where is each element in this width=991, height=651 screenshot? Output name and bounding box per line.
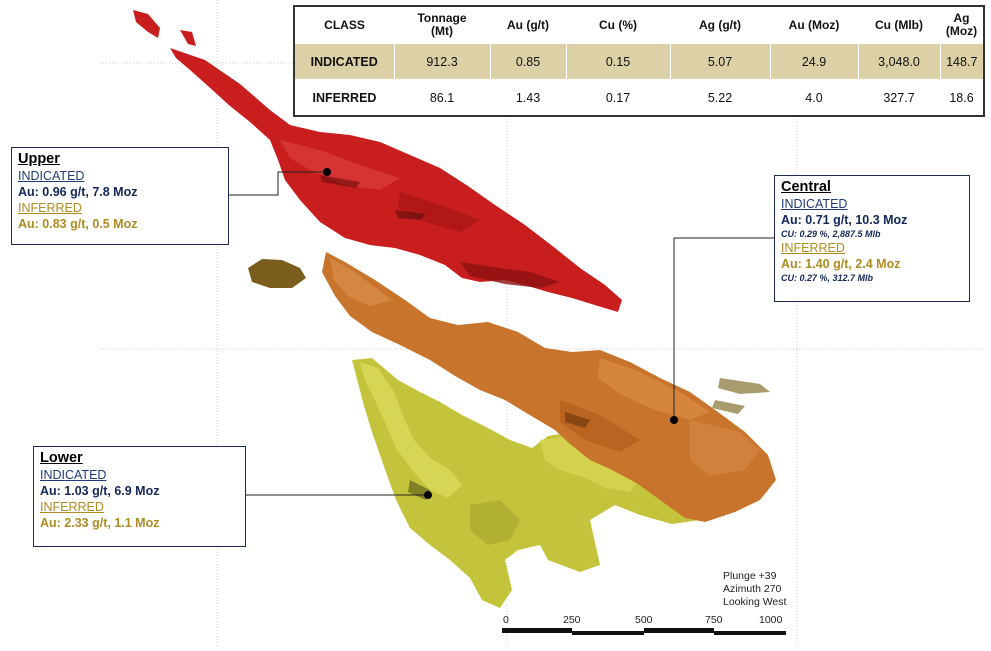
cell-au-gt: 1.43 xyxy=(515,90,541,105)
central-indicated-value: Au: 0.71 g/t, 10.3 Moz xyxy=(781,213,908,227)
upper-inferred-value: Au: 0.83 g/t, 0.5 Moz xyxy=(18,217,138,231)
col-ag-moz: Ag (Moz) xyxy=(945,11,978,38)
cell-cu-mlb: 3,048.0 xyxy=(858,43,941,80)
cell-cu-pct: 0.17 xyxy=(605,90,631,105)
central-indicated-label: INDICATED xyxy=(781,197,848,211)
col-au-moz: Au (Moz) xyxy=(788,17,840,32)
upper-zone-solid xyxy=(133,10,622,312)
lower-indicated-value: Au: 1.03 g/t, 6.9 Moz xyxy=(40,484,160,498)
lower-callout: Lower INDICATED Au: 1.03 g/t, 6.9 Moz IN… xyxy=(33,446,246,547)
central-inferred-label: INFERRED xyxy=(781,241,845,255)
lower-marker xyxy=(424,491,432,499)
cell-ag-gt: 5.22 xyxy=(707,90,733,105)
col-ag-gt: Ag (g/t) xyxy=(699,17,741,32)
cell-ag-moz: 148.7 xyxy=(940,43,985,80)
scale-tick-label: 500 xyxy=(635,614,653,626)
central-marker xyxy=(670,416,678,424)
central-indicated-cu: CU: 0.29 %, 2,887.5 Mlb xyxy=(781,229,881,239)
upper-indicated-label: INDICATED xyxy=(18,169,85,183)
cell-ag-moz: 18.6 xyxy=(949,90,974,105)
col-au-gt: Au (g/t) xyxy=(507,17,549,32)
cell-au-moz: 24.9 xyxy=(770,43,859,80)
central-callout: Central INDICATED Au: 0.71 g/t, 10.3 Moz… xyxy=(774,175,970,302)
table-header-row: CLASS Tonnage (Mt) Au (g/t) Cu (%) Ag (g… xyxy=(294,6,984,44)
lower-zone-name: Lower xyxy=(40,450,83,466)
cell-ag-gt: 5.07 xyxy=(670,43,771,80)
scale-tick-label: 750 xyxy=(705,614,723,626)
plunge-text: Plunge +39 xyxy=(723,570,777,582)
azimuth-text: Azimuth 270 xyxy=(723,583,782,595)
table-row: INFERRED 86.1 1.43 0.17 5.22 4.0 327.7 1… xyxy=(294,80,984,117)
upper-indicated-value: Au: 0.96 g/t, 7.8 Moz xyxy=(18,185,138,199)
col-tonnage-label: Tonnage (Mt) xyxy=(417,11,467,38)
upper-callout: Upper INDICATED Au: 0.96 g/t, 7.8 Moz IN… xyxy=(11,147,229,245)
view-orientation: Plunge +39 Azimuth 270 Looking West xyxy=(723,570,786,609)
col-tonnage: Tonnage (Mt) xyxy=(394,6,490,44)
table-row: INDICATED 912.3 0.85 0.15 5.07 24.9 3,04… xyxy=(294,43,985,80)
cell-tonnage: 86.1 xyxy=(429,90,455,105)
cell-tonnage: 912.3 xyxy=(394,43,491,80)
upper-inferred-label: INFERRED xyxy=(18,201,82,215)
scale-tick-label: 1000 xyxy=(759,614,783,626)
central-inferred-value: Au: 1.40 g/t, 2.4 Moz xyxy=(781,257,901,271)
looking-text: Looking West xyxy=(723,596,787,608)
central-zone-name: Central xyxy=(781,179,831,195)
cell-class: INDICATED xyxy=(294,43,395,80)
cell-au-moz: 4.0 xyxy=(805,90,823,105)
lower-indicated-label: INDICATED xyxy=(40,468,107,482)
scale-tick-label: 250 xyxy=(563,614,581,626)
central-inferred-cu: CU: 0.27 %, 312.7 Mlb xyxy=(781,273,874,283)
central-zone-solid xyxy=(322,252,776,522)
col-cu-mlb: Cu (Mlb) xyxy=(875,17,923,32)
lower-zone-solid xyxy=(352,358,705,608)
inferred-blob xyxy=(248,259,306,288)
scale-tick-label: 0 xyxy=(503,614,509,626)
cell-au-gt: 0.85 xyxy=(490,43,567,80)
upper-zone-name: Upper xyxy=(18,151,60,167)
cell-cu-mlb: 327.7 xyxy=(883,90,915,105)
leader-lines xyxy=(229,171,774,496)
resource-table: CLASS Tonnage (Mt) Au (g/t) Cu (%) Ag (g… xyxy=(293,5,985,117)
cell-class: INFERRED xyxy=(312,90,377,105)
lower-inferred-label: INFERRED xyxy=(40,500,104,514)
upper-marker xyxy=(323,168,331,176)
cell-cu-pct: 0.15 xyxy=(566,43,671,80)
scale-bar xyxy=(502,628,786,635)
col-class: CLASS xyxy=(324,17,365,32)
lower-inferred-value: Au: 2.33 g/t, 1.1 Moz xyxy=(40,516,160,530)
col-cu-pct: Cu (%) xyxy=(599,17,637,32)
